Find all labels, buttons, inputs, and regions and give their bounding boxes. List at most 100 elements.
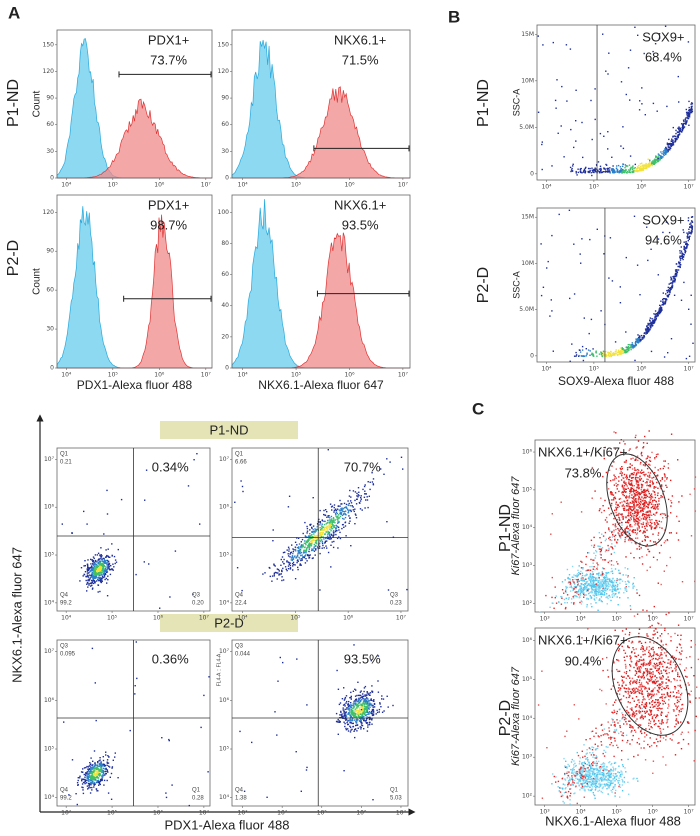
event-dot: [82, 781, 85, 784]
event-dot: [88, 583, 90, 585]
event-dot: [657, 161, 659, 163]
event-dot: [312, 549, 314, 551]
event-dot: [631, 506, 633, 508]
event-dot: [322, 529, 325, 531]
event-dot: [87, 586, 89, 588]
event-dot: [90, 772, 93, 774]
event-dot: [84, 571, 87, 573]
event-dot: [596, 579, 599, 581]
event-dot: [203, 694, 205, 697]
event-dot: [343, 687, 345, 689]
event-dot: [337, 718, 339, 721]
event-dot: [668, 291, 671, 293]
quadrant-value: 22.4: [235, 601, 247, 607]
event-dot: [613, 582, 615, 584]
event-dot: [326, 511, 328, 513]
event-dot: [628, 349, 630, 351]
event-dot: [617, 604, 619, 606]
event-dot: [611, 530, 613, 533]
event-dot: [343, 518, 345, 520]
event-dot: [364, 708, 366, 711]
event-dot: [109, 776, 111, 778]
event-dot: [565, 587, 568, 589]
event-dot: [649, 319, 651, 321]
event-dot: [296, 561, 298, 564]
event-dot: [585, 578, 587, 580]
event-dot: [346, 721, 348, 724]
event-dot: [636, 338, 639, 341]
event-dot: [89, 772, 92, 774]
event-dot: [662, 300, 664, 302]
event-dot: [607, 507, 610, 509]
event-dot: [665, 516, 667, 519]
event-dot: [646, 554, 648, 556]
event-dot: [684, 252, 686, 254]
event-dot: [343, 703, 346, 706]
event-dot: [678, 126, 680, 128]
event-dot: [283, 558, 285, 561]
event-dot: [350, 715, 352, 718]
event-dot: [581, 574, 584, 577]
event-dot: [324, 533, 327, 535]
event-dot: [686, 113, 688, 115]
event-dot: [572, 165, 574, 167]
event-dot: [350, 500, 352, 502]
event-dot: [341, 508, 343, 511]
event-dot: [567, 582, 570, 584]
event-dot: [103, 557, 105, 560]
event-dot: [568, 209, 571, 211]
event-dot: [350, 712, 352, 715]
event-dot: [621, 505, 623, 507]
event-dot: [678, 101, 680, 103]
event-dot: [104, 572, 107, 575]
event-dot: [371, 705, 373, 707]
event-dot: [647, 475, 649, 477]
event-dot: [351, 719, 353, 721]
event-dot: [331, 534, 333, 536]
event-dot: [87, 779, 89, 782]
event-dot: [113, 555, 116, 558]
event-dot: [593, 598, 595, 600]
event-dot: [402, 468, 404, 470]
event-dot: [365, 711, 367, 713]
event-dot: [365, 705, 368, 708]
event-dot: [614, 587, 616, 589]
event-dot: [274, 571, 277, 574]
event-dot: [604, 559, 607, 561]
event-dot: [570, 586, 573, 588]
event-dot: [660, 307, 663, 309]
event-dot: [658, 520, 660, 522]
event-dot: [291, 544, 293, 546]
event-dot: [626, 347, 629, 349]
event-dot: [682, 258, 684, 261]
event-dot: [380, 706, 382, 708]
event-dot: [626, 474, 628, 476]
event-dot: [303, 556, 306, 559]
event-dot: [609, 237, 612, 239]
event-dot: [648, 463, 650, 466]
event-dot: [91, 588, 94, 590]
event-dot: [93, 576, 95, 578]
event-dot: [578, 349, 581, 351]
event-dot: [349, 520, 351, 522]
event-dot: [638, 109, 641, 111]
event-dot: [352, 713, 354, 715]
event-dot: [571, 167, 573, 170]
event-dot: [622, 440, 625, 443]
event-dot: [313, 533, 315, 535]
event-dot: [638, 495, 640, 497]
event-dot: [573, 595, 575, 597]
event-dot: [309, 554, 311, 556]
event-dot: [605, 586, 607, 588]
event-dot: [568, 578, 570, 580]
event-dot: [97, 579, 99, 581]
event-dot: [343, 526, 345, 528]
event-dot: [665, 149, 667, 151]
event-dot: [647, 324, 649, 326]
event-dot: [330, 515, 333, 518]
event-dot: [638, 337, 640, 340]
event-dot: [681, 257, 683, 259]
event-dot: [671, 278, 673, 280]
event-dot: [91, 767, 93, 769]
event-dot: [579, 601, 581, 604]
